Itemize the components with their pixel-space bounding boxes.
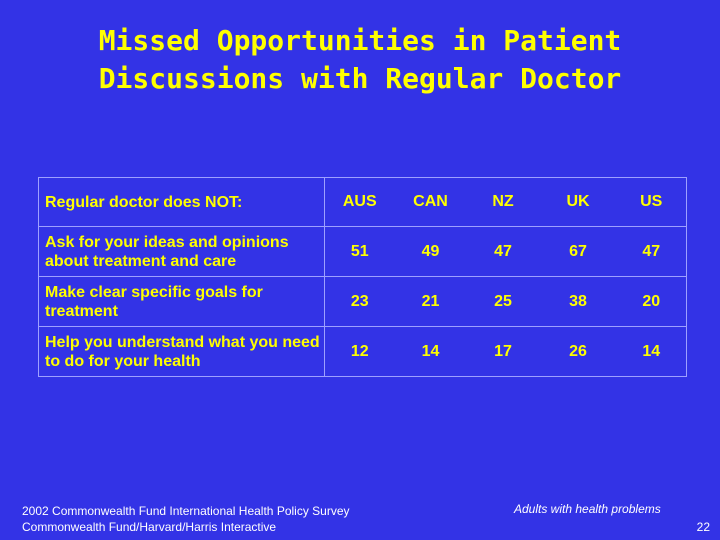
table-row: Ask for your ideas and opinions about tr… — [38, 226, 687, 277]
cell-value: 25 — [466, 276, 540, 327]
header-country-us: US — [640, 193, 663, 210]
cell-value: 21 — [394, 276, 467, 327]
table-row: Help you understand what you need to do … — [38, 326, 687, 377]
source-line-1: 2002 Commonwealth Fund International Hea… — [22, 504, 350, 518]
title-line-1: Missed Opportunities in Patient — [98, 24, 622, 57]
cell-value: 49 — [394, 226, 467, 277]
header-country-can: CAN — [413, 193, 448, 210]
cell-value: 23 — [324, 276, 395, 327]
row-label: Help you understand what you need to do … — [38, 326, 325, 377]
survey-table: Regular doctor does NOT: AUS CAN NZ UK U… — [38, 177, 687, 377]
header-country-uk: UK — [566, 193, 590, 210]
cell-value: 14 — [394, 326, 467, 377]
cell-value: 26 — [539, 326, 617, 377]
header-country-aus: AUS — [342, 193, 377, 210]
source-citation: 2002 Commonwealth Fund International Hea… — [22, 503, 350, 535]
cell-value: 20 — [616, 276, 687, 327]
cell-value: 14 — [616, 326, 687, 377]
cell-value: 12 — [324, 326, 395, 377]
source-line-2: Commonwealth Fund/Harvard/Harris Interac… — [22, 520, 277, 534]
table-row: Make clear specific goals for treatment … — [38, 276, 687, 327]
cell-value: 17 — [466, 326, 540, 377]
header-country-nz: NZ — [492, 193, 514, 210]
cell-value: 38 — [539, 276, 617, 327]
page-number: 22 — [696, 520, 710, 534]
cell-value: 51 — [324, 226, 395, 277]
cell-value: 67 — [539, 226, 617, 277]
title-line-2: Discussions with Regular Doctor — [98, 62, 622, 95]
header-label: Regular doctor does NOT: — [38, 177, 325, 227]
cell-value: 47 — [466, 226, 540, 277]
row-label: Make clear specific goals for treatment — [38, 276, 325, 327]
table-header-row: Regular doctor does NOT: AUS CAN NZ UK U… — [38, 177, 687, 227]
population-note: Adults with health problems — [514, 502, 661, 516]
cell-value: 47 — [616, 226, 687, 277]
row-label: Ask for your ideas and opinions about tr… — [38, 226, 325, 277]
slide-title: Missed Opportunities in Patient Discussi… — [0, 22, 720, 98]
